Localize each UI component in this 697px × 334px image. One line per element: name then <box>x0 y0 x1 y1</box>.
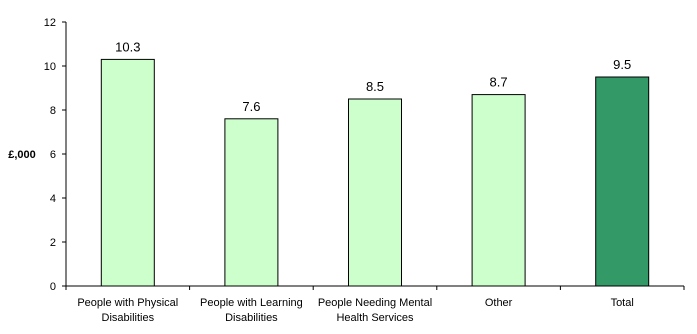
x-tick-label: People with Physical <box>77 297 178 309</box>
x-tick-label: Total <box>611 297 634 309</box>
x-tick-label: Other <box>485 297 513 309</box>
data-label: 8.7 <box>490 75 508 90</box>
data-label: 8.5 <box>366 79 384 94</box>
bar <box>595 76 650 287</box>
labels: 10.3 People with Physical Disabilities 7.6 P… <box>77 39 633 324</box>
y-axis-label: £,000 <box>8 149 36 161</box>
axes: 0 2 4 6 8 10 12 £,000 <box>8 17 685 293</box>
y-tick-label: 8 <box>50 105 56 117</box>
bar <box>100 58 155 287</box>
y-tick-label: 12 <box>44 17 56 29</box>
x-tick-label: Disabilities <box>102 312 155 324</box>
y-tick-label: 0 <box>50 281 56 293</box>
data-label: 7.6 <box>242 99 260 114</box>
y-tick-label: 6 <box>50 149 56 161</box>
bar <box>224 118 279 287</box>
y-tick-label: 2 <box>50 237 56 249</box>
x-tick-label: People with Learning <box>200 297 303 309</box>
x-tick-label: Health Services <box>336 312 414 324</box>
data-label: 9.5 <box>613 57 631 72</box>
x-tick-label: Disabilities <box>225 312 278 324</box>
data-label: 10.3 <box>115 39 140 54</box>
bar <box>471 94 526 287</box>
x-tick-label: People Needing Mental <box>318 297 432 309</box>
bars <box>100 58 650 287</box>
y-tick-label: 4 <box>50 193 56 205</box>
y-tick-label: 10 <box>44 61 56 73</box>
bar <box>348 98 402 287</box>
